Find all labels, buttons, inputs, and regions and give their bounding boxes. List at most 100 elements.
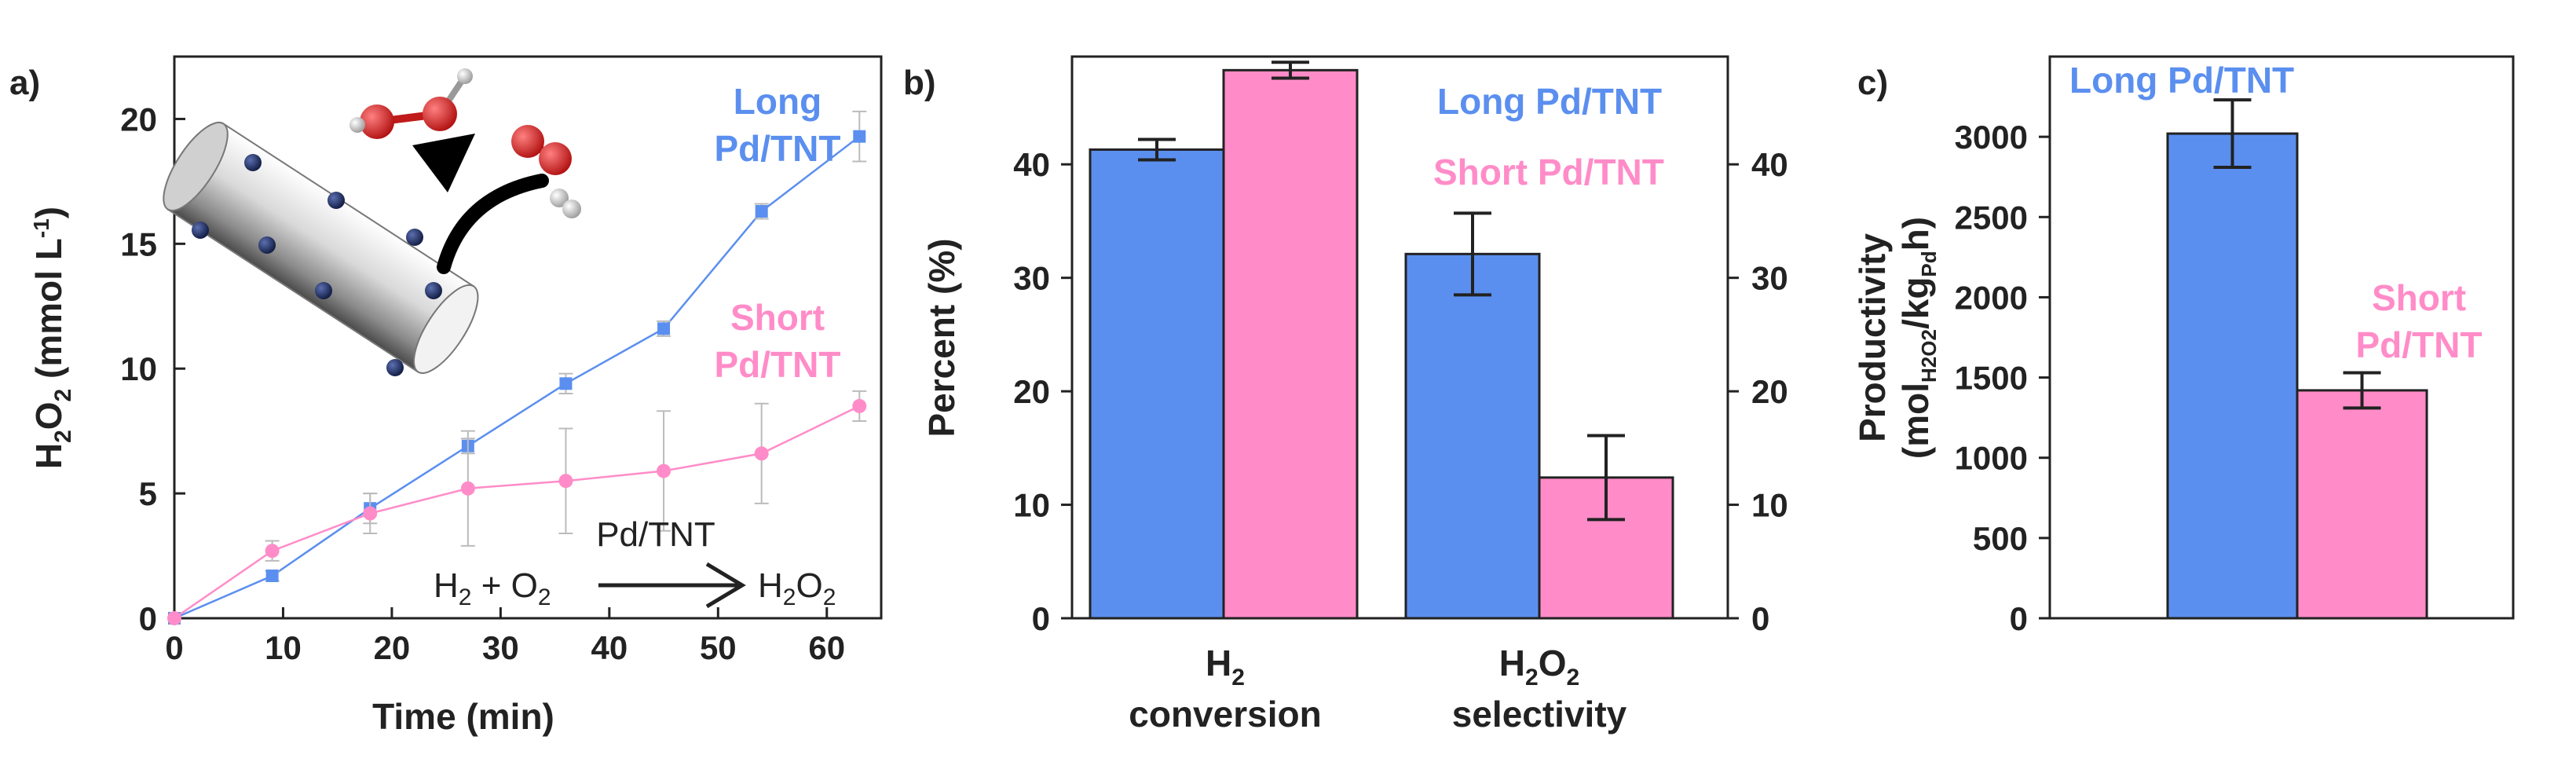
reaction-product: H2O2 — [758, 566, 836, 610]
panel-a-x-ticks: 0 10 20 30 40 50 60 — [165, 607, 845, 666]
y-tick-label: 30 — [1013, 260, 1050, 297]
panel-b-left-y-ticks: 0 10 20 30 40 — [1013, 146, 1072, 637]
reaction-curved-arrow — [437, 174, 549, 274]
legend-short: Short Pd/TNT — [715, 297, 841, 385]
right-y-tick-label: 20 — [1751, 373, 1788, 410]
panel-c-label: c) — [1857, 64, 1888, 102]
y-tick-label: 500 — [1973, 520, 2028, 557]
panel-c-bars — [2166, 98, 2428, 620]
y-tick-label: 40 — [1013, 146, 1050, 183]
catalyst-tube-illustration — [163, 121, 479, 376]
panel-a-plot-frame — [173, 55, 883, 620]
data-point-long — [559, 377, 573, 390]
panel-b-legend-long: Long Pd/TNT — [1437, 81, 1662, 122]
data-point-long — [755, 205, 768, 218]
y-tick-label: 20 — [120, 101, 157, 137]
reaction-reactants: H2 + O2 — [434, 566, 551, 610]
legend-long-line2: Pd/TNT — [715, 128, 841, 169]
panel-c-y-axis-title-line2: (molH2O2/kgPdh) — [1895, 217, 1941, 459]
y-tick-label: 5 — [139, 475, 157, 512]
pd-particle — [192, 222, 209, 239]
data-point-short — [657, 463, 671, 478]
pd-particle — [315, 282, 332, 299]
x-tick-label: 20 — [374, 629, 411, 666]
pd-particle — [244, 154, 262, 171]
legend-short-line1: Short — [730, 297, 825, 338]
data-point-short — [167, 611, 181, 625]
legend-long-line1: Long — [734, 81, 821, 122]
x-tick-label: 0 — [165, 629, 183, 666]
legend-short-line2: Pd/TNT — [715, 344, 841, 385]
y-tick-label: 2000 — [1955, 279, 2028, 316]
data-point-long — [657, 322, 671, 335]
x-tick-label: 10 — [265, 629, 302, 666]
h2o2-molecule — [349, 68, 473, 139]
panel-a: a) 0 5 10 15 20 0 10 20 30 40 50 60 Time (min) H2O… — [9, 55, 883, 737]
data-point-short — [363, 506, 378, 521]
data-point-short — [852, 398, 867, 413]
panel-c-legend-short-line2: Pd/TNT — [2356, 324, 2483, 365]
y-tick-label: 0 — [1032, 600, 1050, 637]
right-y-tick-label: 0 — [1751, 600, 1769, 637]
bar-long — [1404, 252, 1541, 620]
x-tick-label: 40 — [591, 629, 628, 666]
series-line-long — [174, 135, 861, 620]
category-selectivity-line2: selectivity — [1452, 694, 1627, 735]
right-y-tick-label: 30 — [1751, 260, 1788, 297]
y-tick-label: 3000 — [1955, 119, 2028, 156]
pd-particle — [258, 236, 276, 254]
x-tick-label: 30 — [482, 629, 519, 666]
right-y-tick-label: 10 — [1751, 487, 1788, 524]
panel-a-label: a) — [9, 64, 40, 102]
reaction-catalyst-label: Pd/TNT — [596, 515, 715, 554]
bar-long — [1089, 148, 1225, 620]
reaction-curved-arrow-head — [412, 134, 475, 192]
panel-b-label: b) — [903, 64, 936, 102]
panel-c-y-ticks: 0 500 1000 1500 2000 2500 3000 — [1955, 119, 2050, 637]
y-tick-label: 0 — [2010, 600, 2028, 637]
bar-short — [2296, 389, 2428, 620]
y-tick-label: 1000 — [1955, 440, 2028, 477]
h2-molecule — [550, 189, 581, 218]
y-tick-label: 1500 — [1955, 360, 2028, 397]
pd-particle — [425, 282, 442, 299]
panel-b-legend-short: Short Pd/TNT — [1433, 152, 1664, 192]
panel-b-right-y-ticks: 0 10 20 30 40 — [1728, 146, 1788, 637]
panel-c-legend-short-line1: Short — [2372, 277, 2466, 318]
panel-a-y-ticks: 0 5 10 15 20 — [120, 101, 185, 637]
pd-particle — [327, 192, 345, 209]
data-point-long — [853, 130, 866, 143]
panel-b-category-conversion: H2 conversion — [1129, 643, 1321, 735]
panel-b-category-selectivity: H2O2 selectivity — [1452, 643, 1627, 735]
category-conversion-line1: H2 — [1206, 643, 1245, 691]
data-point-short — [460, 481, 475, 496]
panel-a-x-axis-title: Time (min) — [372, 696, 554, 737]
panel-b: b) 0 10 20 30 40 0 10 20 30 40 Percent (%) H2 co… — [903, 55, 1788, 735]
data-point-short — [754, 446, 769, 461]
panel-b-y-axis-title: Percent (%) — [921, 238, 962, 437]
legend-long: Long Pd/TNT — [715, 81, 841, 169]
pd-particle — [386, 359, 404, 376]
right-y-tick-label: 40 — [1751, 146, 1788, 183]
panel-b-bars — [1089, 60, 1674, 620]
y-tick-label: 2500 — [1955, 199, 2028, 236]
y-tick-label: 20 — [1013, 373, 1050, 410]
panel-a-y-axis-title: H2O2 (mmol L-1) — [28, 207, 76, 469]
data-point-short — [265, 544, 280, 559]
category-selectivity-line1: H2O2 — [1499, 643, 1579, 691]
x-tick-label: 60 — [808, 629, 845, 666]
panel-c-legend-long: Long Pd/TNT — [2069, 60, 2294, 101]
y-tick-label: 0 — [139, 600, 157, 637]
category-conversion-line2: conversion — [1129, 694, 1321, 735]
panel-c: c) 0 500 1000 1500 2000 2500 3000 Productivity… — [1852, 55, 2515, 637]
x-tick-label: 50 — [700, 629, 737, 666]
y-tick-label: 10 — [120, 350, 157, 387]
pd-particle — [406, 229, 423, 246]
series-line-short — [174, 405, 860, 620]
data-point-long — [265, 569, 279, 582]
reaction-arrow-head — [705, 562, 746, 609]
panel-b-plot-frame — [1070, 55, 1729, 620]
y-tick-label: 10 — [1013, 487, 1050, 524]
o2-molecule — [511, 125, 572, 175]
panel-a-series — [167, 110, 867, 625]
